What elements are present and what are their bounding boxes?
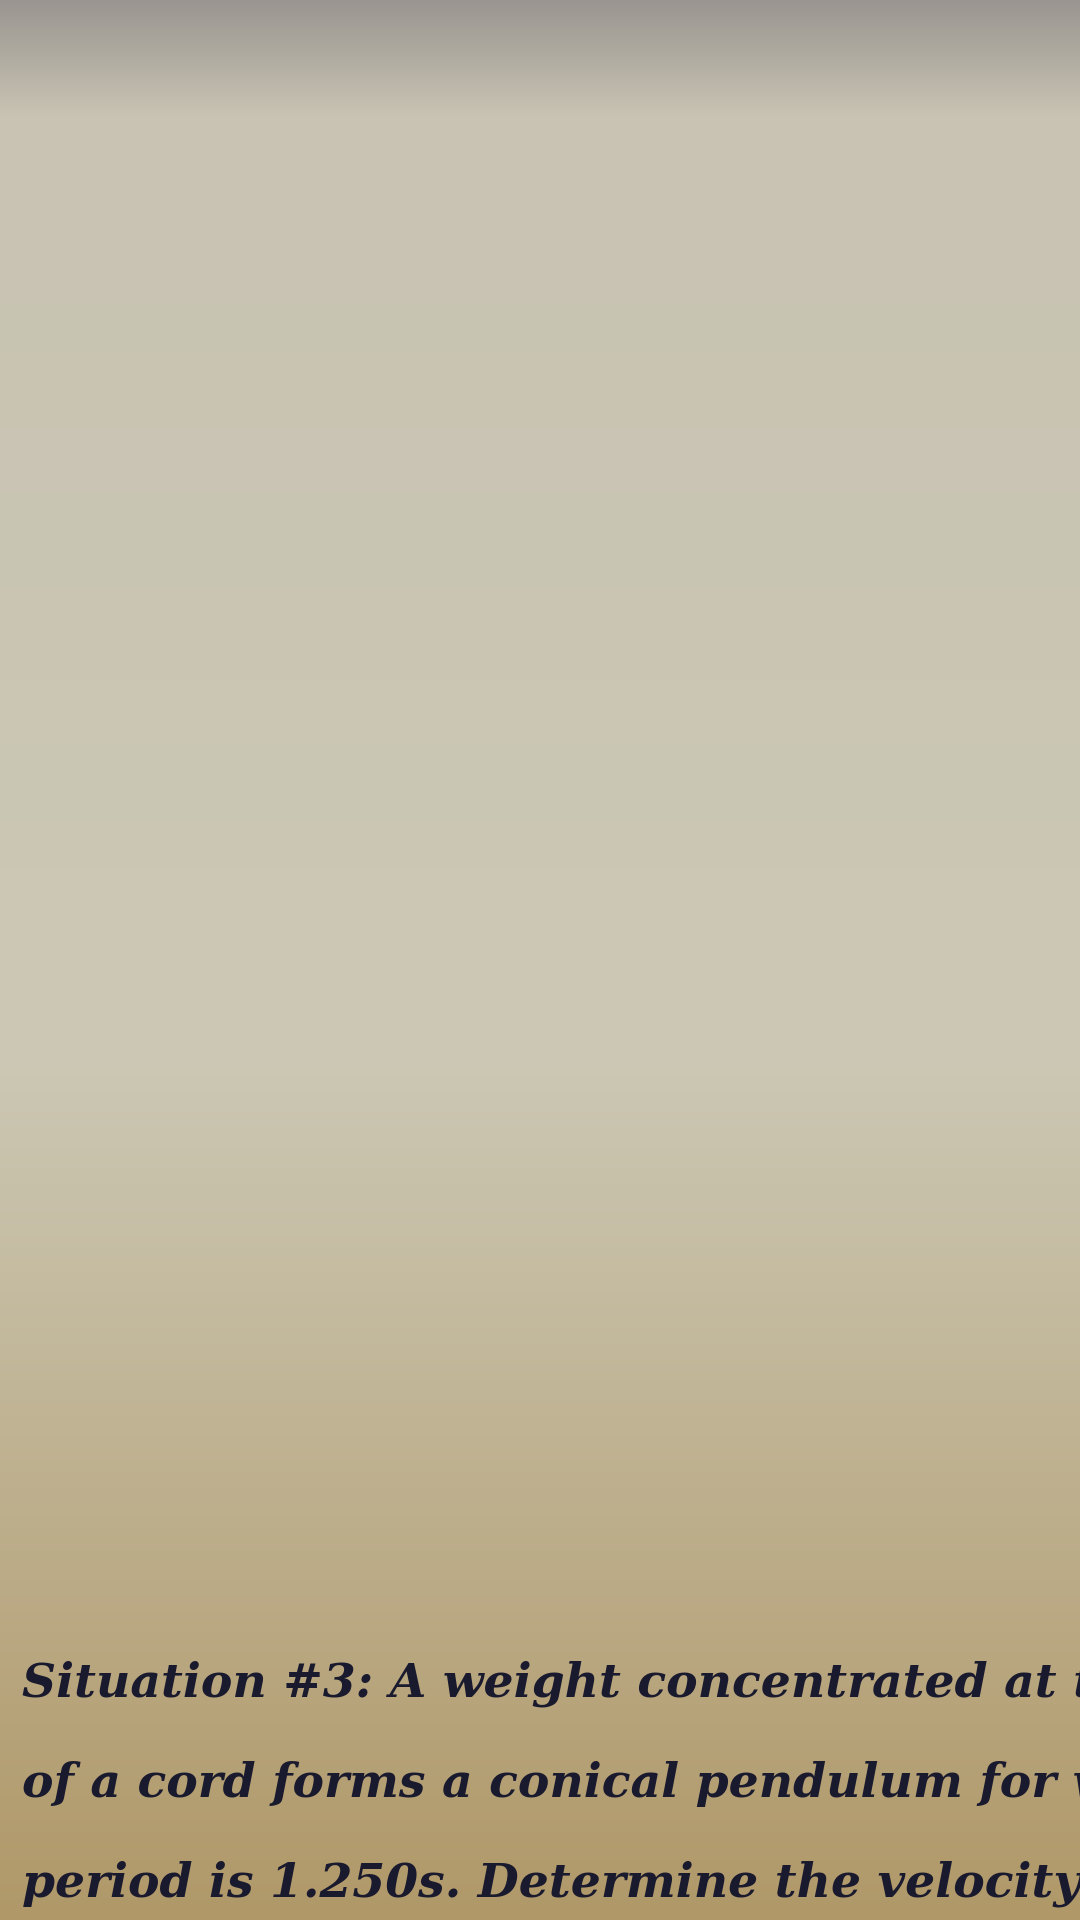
Text: of a cord forms a conical pendulum for which t: of a cord forms a conical pendulum for w… [22, 1761, 1080, 1807]
Text: period is 1.250s. Determine the velocity v of th: period is 1.250s. Determine the velocity… [22, 1860, 1080, 1907]
Text: Situation #3: A weight concentrated at the end: Situation #3: A weight concentrated at t… [22, 1661, 1080, 1707]
